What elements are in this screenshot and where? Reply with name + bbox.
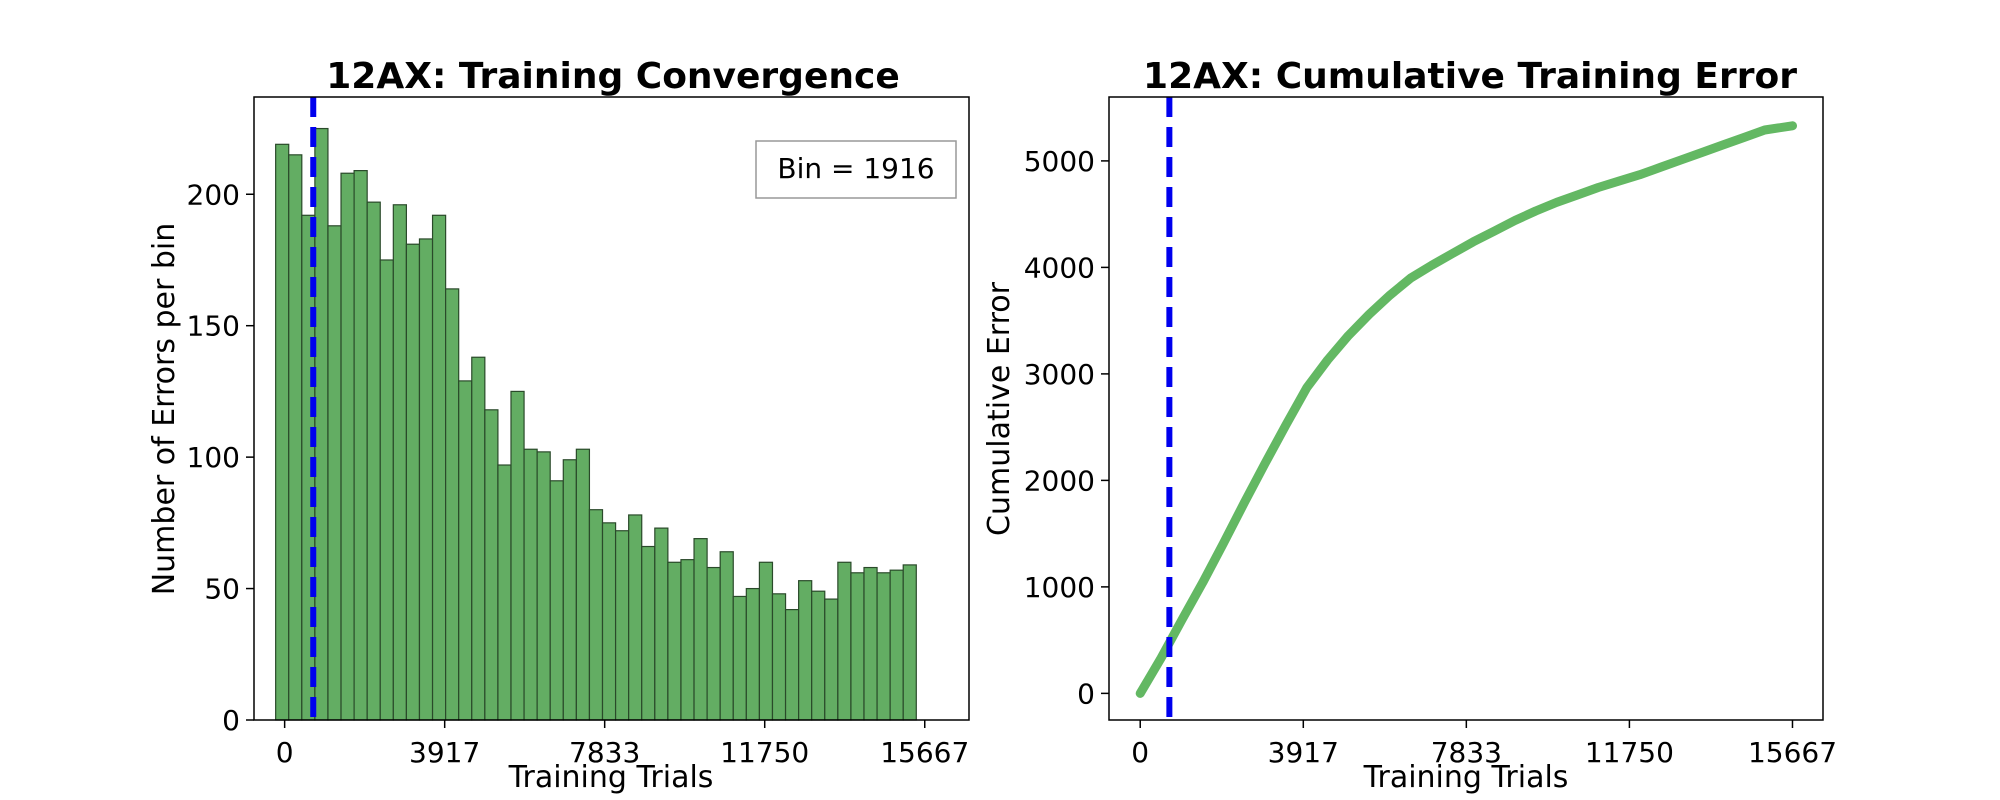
cumulative-x-axis-label: Training Trials <box>1363 760 1569 795</box>
histogram-x-axis-label: Training Trials <box>508 760 714 795</box>
histogram-bar <box>497 464 512 721</box>
histogram-x-tick-label: 15667 <box>880 736 969 769</box>
histogram-bar <box>588 509 604 721</box>
cumulative-y-ticks: 0 1000 2000 3000 4000 5000 <box>1024 145 1109 710</box>
histogram-x-tick-label: 7833 <box>569 736 640 769</box>
histogram-y-tick-label: 150 <box>187 310 240 343</box>
histogram-bar <box>628 514 643 721</box>
histogram-bar <box>445 288 460 721</box>
histogram-bar <box>340 172 355 721</box>
histogram-bar <box>902 564 917 721</box>
histogram-bar <box>405 243 421 721</box>
cumulative-y-tick-label: 3000 <box>1024 358 1095 391</box>
histogram-bar <box>641 545 656 721</box>
cumulative-title: 12AX: Cumulative Training Error <box>1143 56 1797 97</box>
histogram-bar <box>431 214 447 721</box>
histogram-y-tick-label: 0 <box>222 704 240 737</box>
histogram-bar <box>614 530 630 721</box>
histogram-legend: Bin = 1916 <box>755 140 957 199</box>
histogram-y-tick-label: 50 <box>204 573 240 606</box>
histogram-bar <box>824 598 839 721</box>
histogram-bar <box>693 538 708 721</box>
histogram-bar <box>680 559 695 721</box>
histogram-bar <box>784 608 800 721</box>
histogram-bar <box>667 561 682 721</box>
histogram-bar <box>654 527 669 721</box>
histogram-y-tick-label: 100 <box>187 441 240 474</box>
histogram-bar <box>288 154 303 721</box>
histogram-bar <box>510 390 525 721</box>
histogram-bar <box>601 522 617 721</box>
histogram-bars <box>275 127 917 721</box>
histogram-bar <box>706 566 721 721</box>
histogram-bar <box>863 566 878 721</box>
cumulative-x-tick-label: 3917 <box>1268 736 1339 769</box>
histogram-bar <box>418 238 434 721</box>
histogram-bar <box>484 409 499 721</box>
cumulative-y-tick-label: 5000 <box>1024 145 1095 178</box>
cumulative-panel: 12AX: Cumulative Training Error 0 3917 783… <box>982 56 1837 795</box>
histogram-bar <box>327 225 342 721</box>
histogram-x-tick-label: 0 <box>276 736 294 769</box>
cumulative-x-ticks: 0 3917 7833 11750 15667 <box>1131 720 1837 769</box>
cumulative-x-tick-label: 11750 <box>1585 736 1674 769</box>
histogram-legend-box <box>755 140 957 199</box>
histogram-y-axis-label: Number of Errors per bin <box>147 223 182 596</box>
histogram-bar <box>798 580 813 721</box>
histogram-x-tick-label: 11750 <box>720 736 809 769</box>
cumulative-plot-frame <box>1108 96 1824 721</box>
histogram-y-tick-label: 200 <box>187 178 240 211</box>
histogram-bar <box>366 201 381 721</box>
histogram-bar <box>758 561 774 721</box>
histogram-bar <box>275 143 290 721</box>
histogram-bar <box>771 593 787 721</box>
cumulative-y-tick-label: 1000 <box>1024 571 1095 604</box>
cumulative-y-tick-label: 4000 <box>1024 251 1095 284</box>
histogram-x-tick-label: 3917 <box>409 736 480 769</box>
histogram-bar <box>876 572 891 721</box>
histogram-bar <box>562 459 577 721</box>
histogram-bar <box>523 448 538 721</box>
cumulative-x-tick-label: 15667 <box>1748 736 1837 769</box>
histogram-bar <box>379 259 394 721</box>
cumulative-x-tick-label: 7833 <box>1431 736 1502 769</box>
histogram-bar <box>536 451 551 721</box>
cumulative-line-layer <box>1135 121 1797 698</box>
histogram-bar <box>889 569 904 721</box>
cumulative-x-tick-label: 0 <box>1131 736 1149 769</box>
histogram-bar <box>837 561 852 721</box>
cumulative-y-tick-label: 2000 <box>1024 464 1095 497</box>
cumulative-error-line <box>1135 121 1797 698</box>
histogram-bar <box>719 551 734 721</box>
histogram-x-ticks: 0 3917 7833 11750 15667 <box>276 720 969 769</box>
histogram-legend-text: Bin = 1916 <box>777 152 934 185</box>
cumulative-y-axis-label: Cumulative Error <box>982 281 1017 536</box>
histogram-plot-frame <box>253 96 970 721</box>
histogram-bar <box>314 127 329 721</box>
histogram-bar <box>745 587 761 721</box>
cumulative-y-tick-label: 0 <box>1077 677 1095 710</box>
histogram-bar <box>353 170 368 721</box>
histogram-bar <box>850 572 865 721</box>
histogram-bar <box>575 448 591 721</box>
histogram-title: 12AX: Training Convergence <box>326 56 900 97</box>
histogram-bar <box>458 380 473 721</box>
histogram-y-ticks: 0 50 100 150 200 <box>187 178 254 737</box>
histogram-bar <box>732 595 747 721</box>
histogram-bar <box>471 356 486 721</box>
histogram-panel: 12AX: Training Convergence 0 3917 7833 1175… <box>147 56 970 795</box>
histogram-bar <box>392 204 407 721</box>
histogram-bar <box>549 480 564 721</box>
histogram-bar <box>811 590 826 721</box>
